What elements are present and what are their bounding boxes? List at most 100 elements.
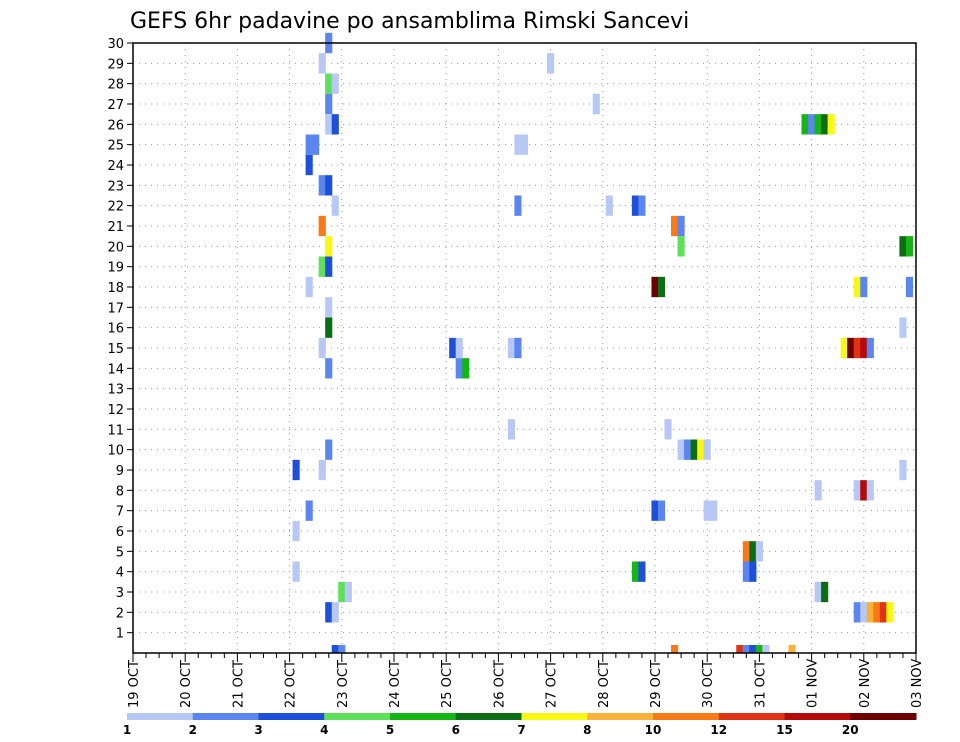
x-axis: 19 OCT 20 OCT 21 OCT 22 OCT 23 OCT 24 OCT 25 O…: [127, 653, 925, 708]
y-tick-label: 19: [107, 261, 124, 276]
data-cell: [860, 276, 868, 298]
y-tick-label: 11: [107, 423, 124, 438]
data-cell: [847, 337, 855, 359]
data-cell: [638, 561, 646, 582]
data-cell: [292, 561, 300, 582]
colorbar-swatch: [390, 713, 457, 720]
colorbar-label: 20: [842, 723, 859, 737]
data-cell: [657, 500, 666, 521]
data-cell: [853, 276, 861, 298]
data-cell: [866, 337, 874, 359]
y-tick-label: 20: [107, 240, 124, 255]
x-tick-label: 26 OCT: [492, 660, 507, 708]
data-cell: [325, 358, 333, 379]
colorbar-label: 7: [517, 723, 525, 737]
y-tick-label: 17: [107, 301, 124, 316]
colorbar-swatch: [784, 713, 851, 720]
data-cell: [873, 602, 881, 623]
data-cell: [507, 337, 516, 359]
data-cell: [677, 439, 685, 460]
strip-cell: [749, 645, 757, 653]
chart-title: GEFS 6hr padavine po ansamblima Rimski S…: [130, 9, 689, 34]
data-cell: [814, 114, 822, 135]
y-tick-label: 22: [107, 200, 124, 215]
data-cell: [325, 439, 333, 460]
data-cell: [592, 93, 600, 115]
colorbar-swatch: [850, 713, 917, 720]
data-cell: [749, 541, 757, 562]
data-cell: [520, 134, 529, 155]
y-tick-label: 18: [107, 281, 124, 296]
data-cell: [703, 500, 711, 521]
data-cell: [814, 480, 822, 501]
data-cell: [703, 439, 711, 460]
data-cell: [631, 561, 639, 582]
data-cell: [671, 215, 679, 237]
y-tick-label: 14: [107, 362, 124, 377]
data-cell: [312, 134, 320, 155]
colorbar-swatch: [653, 713, 720, 720]
data-cell: [886, 602, 894, 623]
colorbar-swatch: [455, 713, 522, 720]
y-tick-label: 7: [116, 505, 124, 520]
y-tick-label: 4: [116, 566, 124, 581]
x-tick-label: 23 OCT: [336, 660, 351, 708]
data-cell: [827, 114, 835, 135]
x-tick-label: 19 OCT: [127, 660, 142, 708]
colorbar-label: 10: [645, 723, 662, 737]
colorbar-swatch: [127, 713, 194, 720]
data-cell: [677, 215, 685, 237]
data-cell: [514, 195, 522, 216]
y-tick-label: 9: [116, 464, 124, 479]
x-tick-label: 29 OCT: [649, 660, 664, 708]
strip-cell: [331, 645, 339, 653]
y-tick-label: 24: [107, 159, 124, 174]
data-cell: [292, 459, 300, 481]
data-cell: [808, 114, 816, 135]
data-cell: [749, 561, 757, 582]
data-cell: [344, 581, 352, 603]
data-cell: [325, 317, 333, 338]
data-cell: [710, 500, 718, 521]
colorbar-swatch: [258, 713, 325, 720]
x-tick-label: 03 NOV: [910, 659, 925, 708]
x-tick-label: 28 OCT: [597, 660, 612, 708]
data-cell: [318, 175, 326, 196]
data-cell: [905, 276, 914, 298]
data-cell: [514, 337, 522, 359]
data-cell: [318, 53, 326, 74]
colorbar-label: 12: [710, 723, 727, 737]
colorbar-swatch: [587, 713, 654, 720]
data-cell: [853, 602, 861, 623]
x-tick-label: 27 OCT: [545, 660, 560, 708]
x-tick-label: 24 OCT: [388, 660, 403, 708]
data-cell: [853, 480, 861, 501]
data-cell: [742, 541, 750, 562]
x-tick-label: 01 NOV: [806, 659, 821, 708]
data-cell: [657, 276, 666, 298]
y-tick-label: 13: [107, 383, 124, 398]
data-cell: [507, 419, 516, 440]
colorbar-label: 3: [254, 723, 262, 737]
data-cell: [318, 337, 326, 359]
data-cell: [742, 561, 750, 582]
y-tick-label: 29: [107, 57, 124, 72]
colorbar-label: 1: [123, 723, 131, 737]
strip-cell: [755, 645, 763, 653]
y-tick-label: 10: [107, 444, 124, 459]
data-cell: [325, 297, 333, 318]
data-cell: [338, 581, 346, 603]
data-cell: [853, 337, 861, 359]
data-cell: [677, 236, 685, 257]
x-tick-label: 25 OCT: [440, 660, 455, 708]
x-tick-label: 22 OCT: [284, 660, 299, 708]
y-tick-label: 15: [107, 342, 124, 357]
colorbar-label: 2: [189, 723, 197, 737]
data-cell: [462, 358, 470, 379]
y-tick-label: 23: [107, 179, 124, 194]
data-cell: [664, 419, 672, 440]
data-cell: [325, 602, 333, 623]
data-cell: [305, 154, 313, 176]
data-cell: [318, 215, 326, 237]
